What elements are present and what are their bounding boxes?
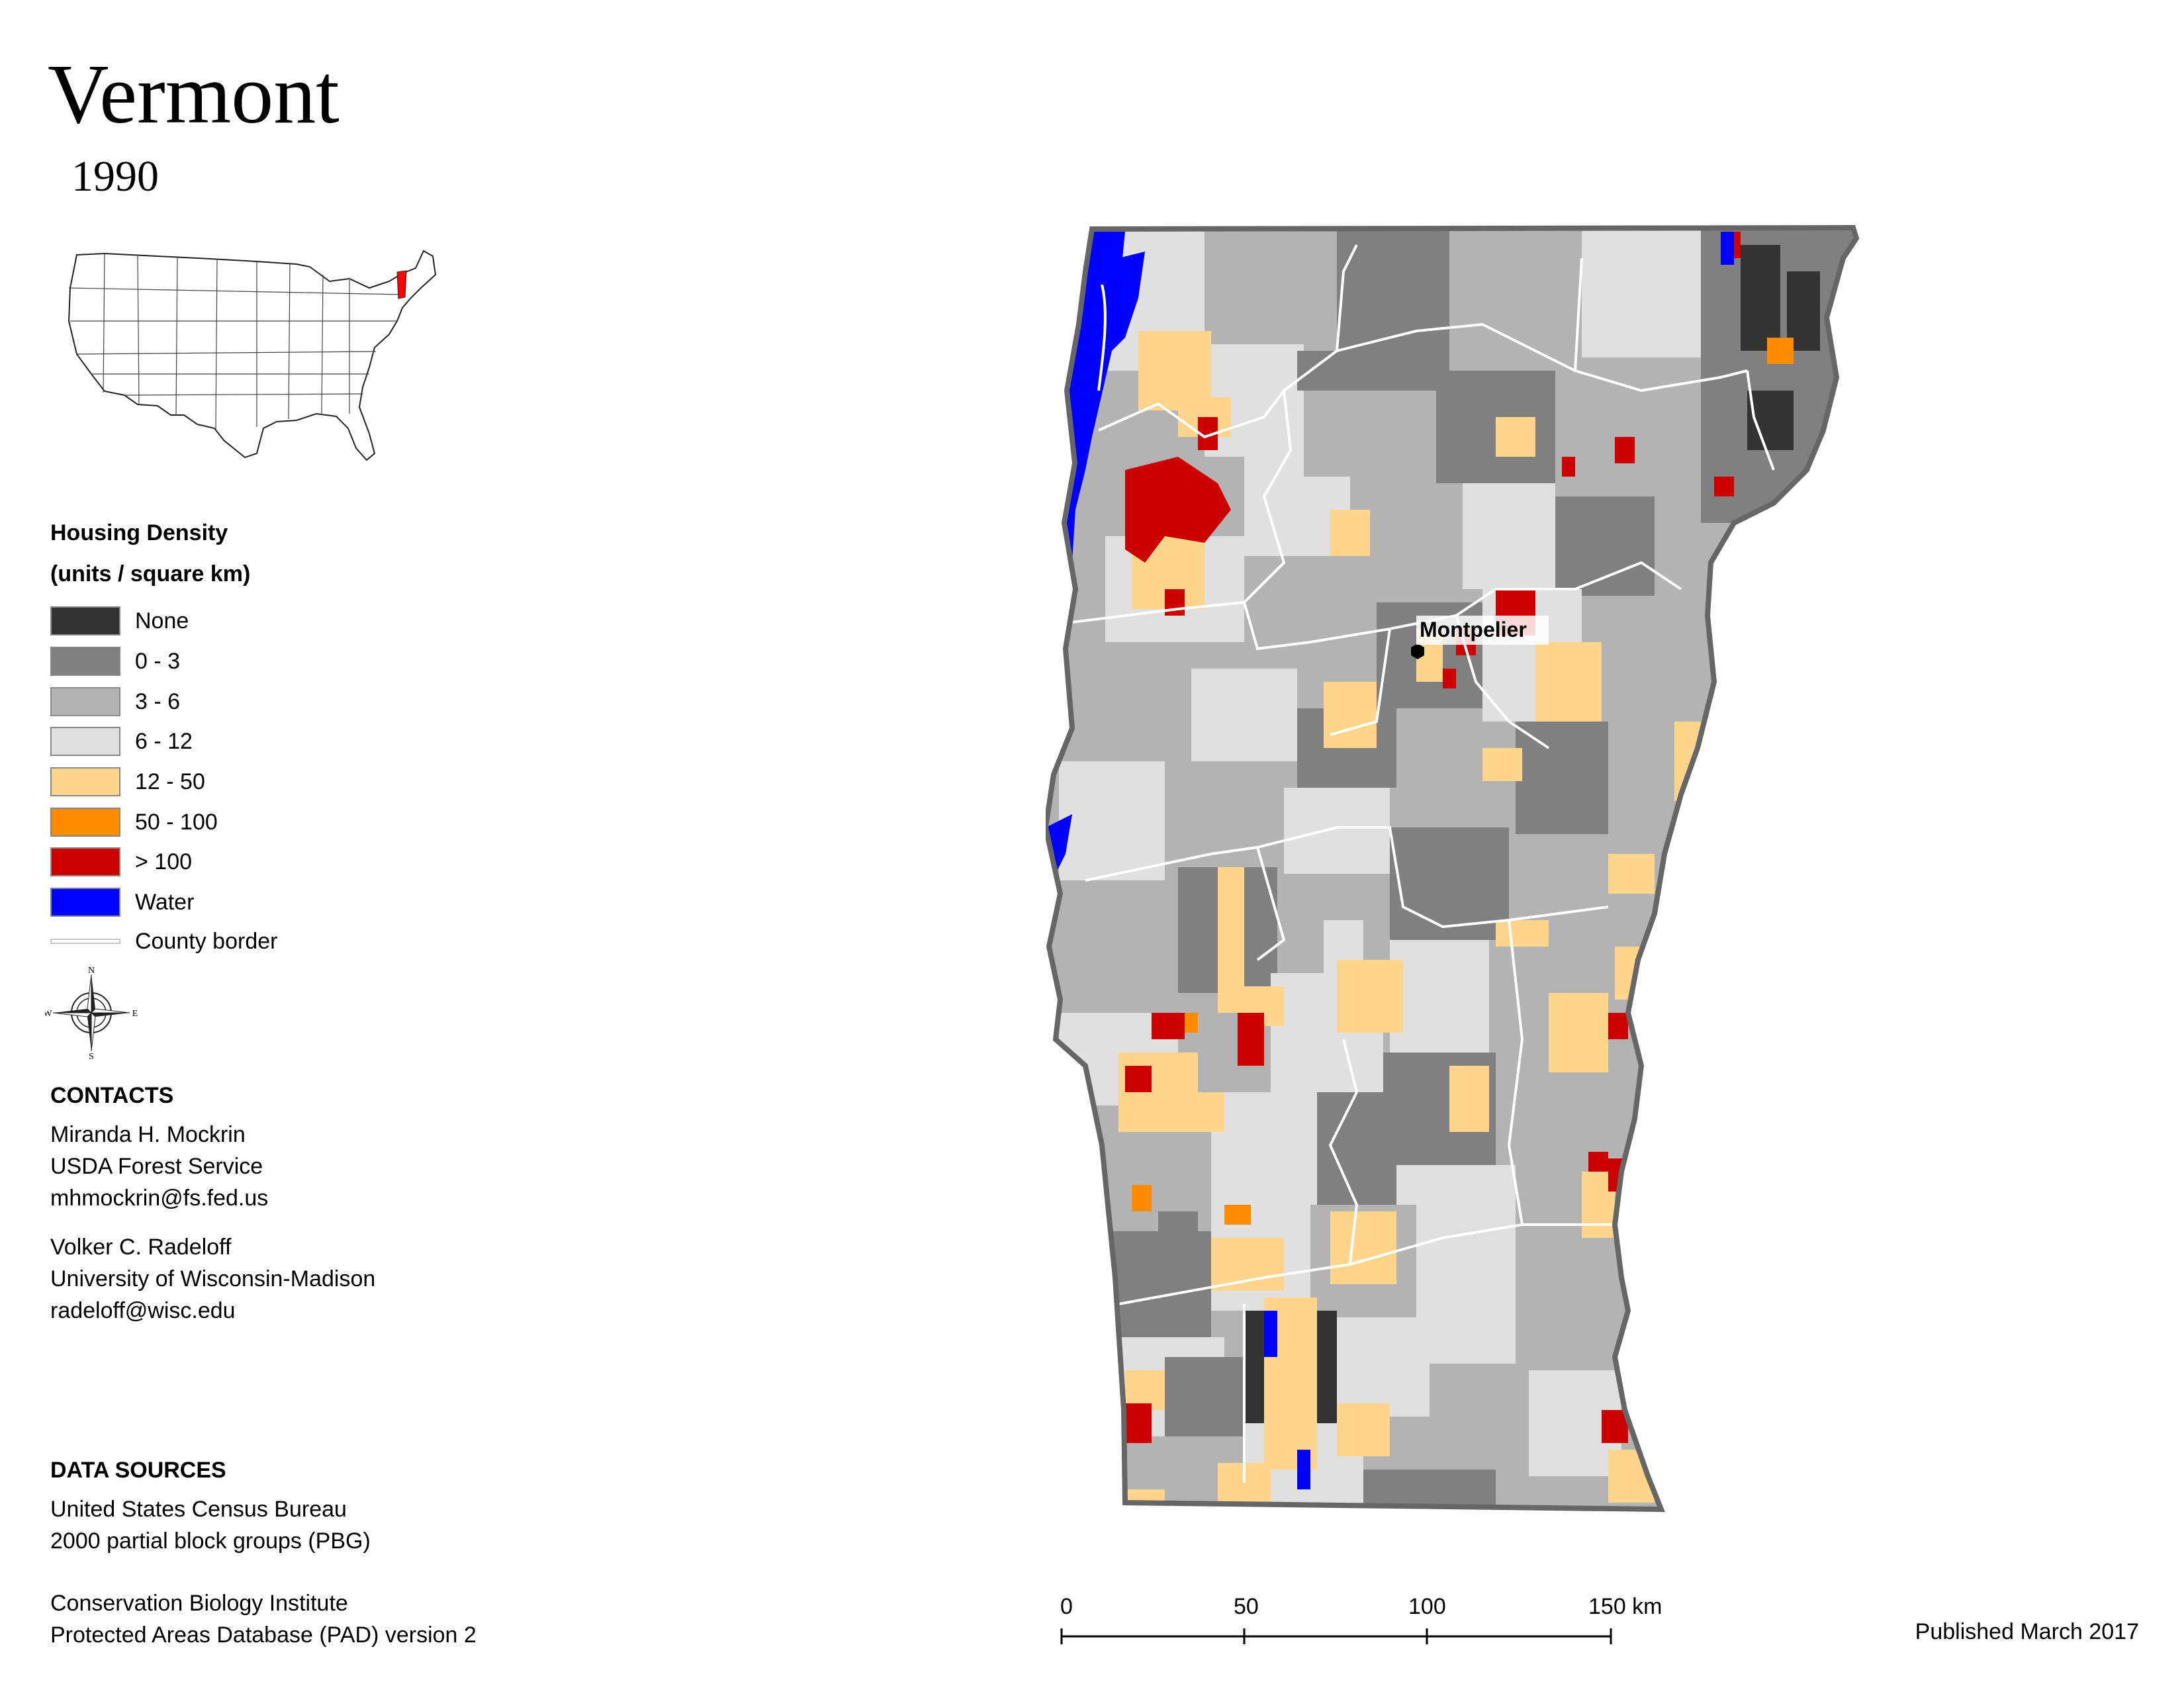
contacts-title: CONTACTS <box>50 1083 174 1108</box>
contact-person-1: Miranda H. Mockrin USDA Forest Service m… <box>50 1119 268 1214</box>
map-title: Vermont <box>48 47 340 141</box>
contact-2-email[interactable]: radeloff@wisc.edu <box>50 1298 236 1323</box>
state-outline <box>1046 224 1860 1513</box>
published-date: Published March 2017 <box>1915 1619 2139 1644</box>
scale-label-0: 0 <box>1060 1594 1073 1619</box>
us-locator-map <box>68 250 437 461</box>
montpelier-label: Montpelier <box>1420 618 1527 641</box>
montpelier-marker <box>1411 643 1424 659</box>
legend-item-12-50: 12 - 50 <box>50 767 447 799</box>
vermont-highlight <box>396 270 407 299</box>
compass-rose-icon: N S E W <box>45 966 138 1059</box>
data-sources-title: DATA SOURCES <box>50 1458 226 1483</box>
scale-bar <box>1060 1628 1612 1644</box>
legend-item-0-3: 0 - 3 <box>50 647 447 679</box>
contact-person-2: Volker C. Radeloff University of Wiscons… <box>50 1231 375 1327</box>
vermont-housing-density-map: Montpelier <box>1046 224 1860 1513</box>
contact-2-org: University of Wisconsin-Madison <box>50 1266 376 1291</box>
legend-item-3-6: 3 - 6 <box>50 687 447 719</box>
compass-s: S <box>89 1052 94 1059</box>
legend-item-none: None <box>50 606 447 638</box>
compass-n: N <box>88 966 95 976</box>
density-12-50 <box>1118 331 1714 1509</box>
legend-item-water: Water <box>50 888 447 919</box>
county-borders <box>1071 244 1775 1483</box>
scale-label-150: 150 km <box>1588 1594 1662 1619</box>
data-source-1: United States Census Bureau 2000 partial… <box>50 1497 371 1554</box>
legend-item-county-border: County border <box>50 927 447 959</box>
contact-1-name: Miranda H. Mockrin <box>50 1122 246 1147</box>
compass-w: W <box>45 1009 52 1019</box>
map-year: 1990 <box>71 152 159 201</box>
contact-1-email[interactable]: mhmockrin@fs.fed.us <box>50 1186 269 1211</box>
legend-title: Housing Density <box>50 520 228 545</box>
scale-label-100: 100 <box>1408 1594 1446 1619</box>
data-source-2: Conservation Biology Institute Protected… <box>50 1591 477 1648</box>
legend-units: (units / square km) <box>50 561 251 586</box>
compass-e: E <box>132 1009 138 1019</box>
contact-1-org: USDA Forest Service <box>50 1154 263 1179</box>
legend-item-50-100: 50 - 100 <box>50 808 447 839</box>
us-outline <box>68 250 437 461</box>
scale-label-50: 50 <box>1234 1594 1259 1619</box>
legend-item-over-100: > 100 <box>50 847 447 879</box>
contact-2-name: Volker C. Radeloff <box>50 1235 232 1260</box>
legend-item-6-12: 6 - 12 <box>50 727 447 759</box>
